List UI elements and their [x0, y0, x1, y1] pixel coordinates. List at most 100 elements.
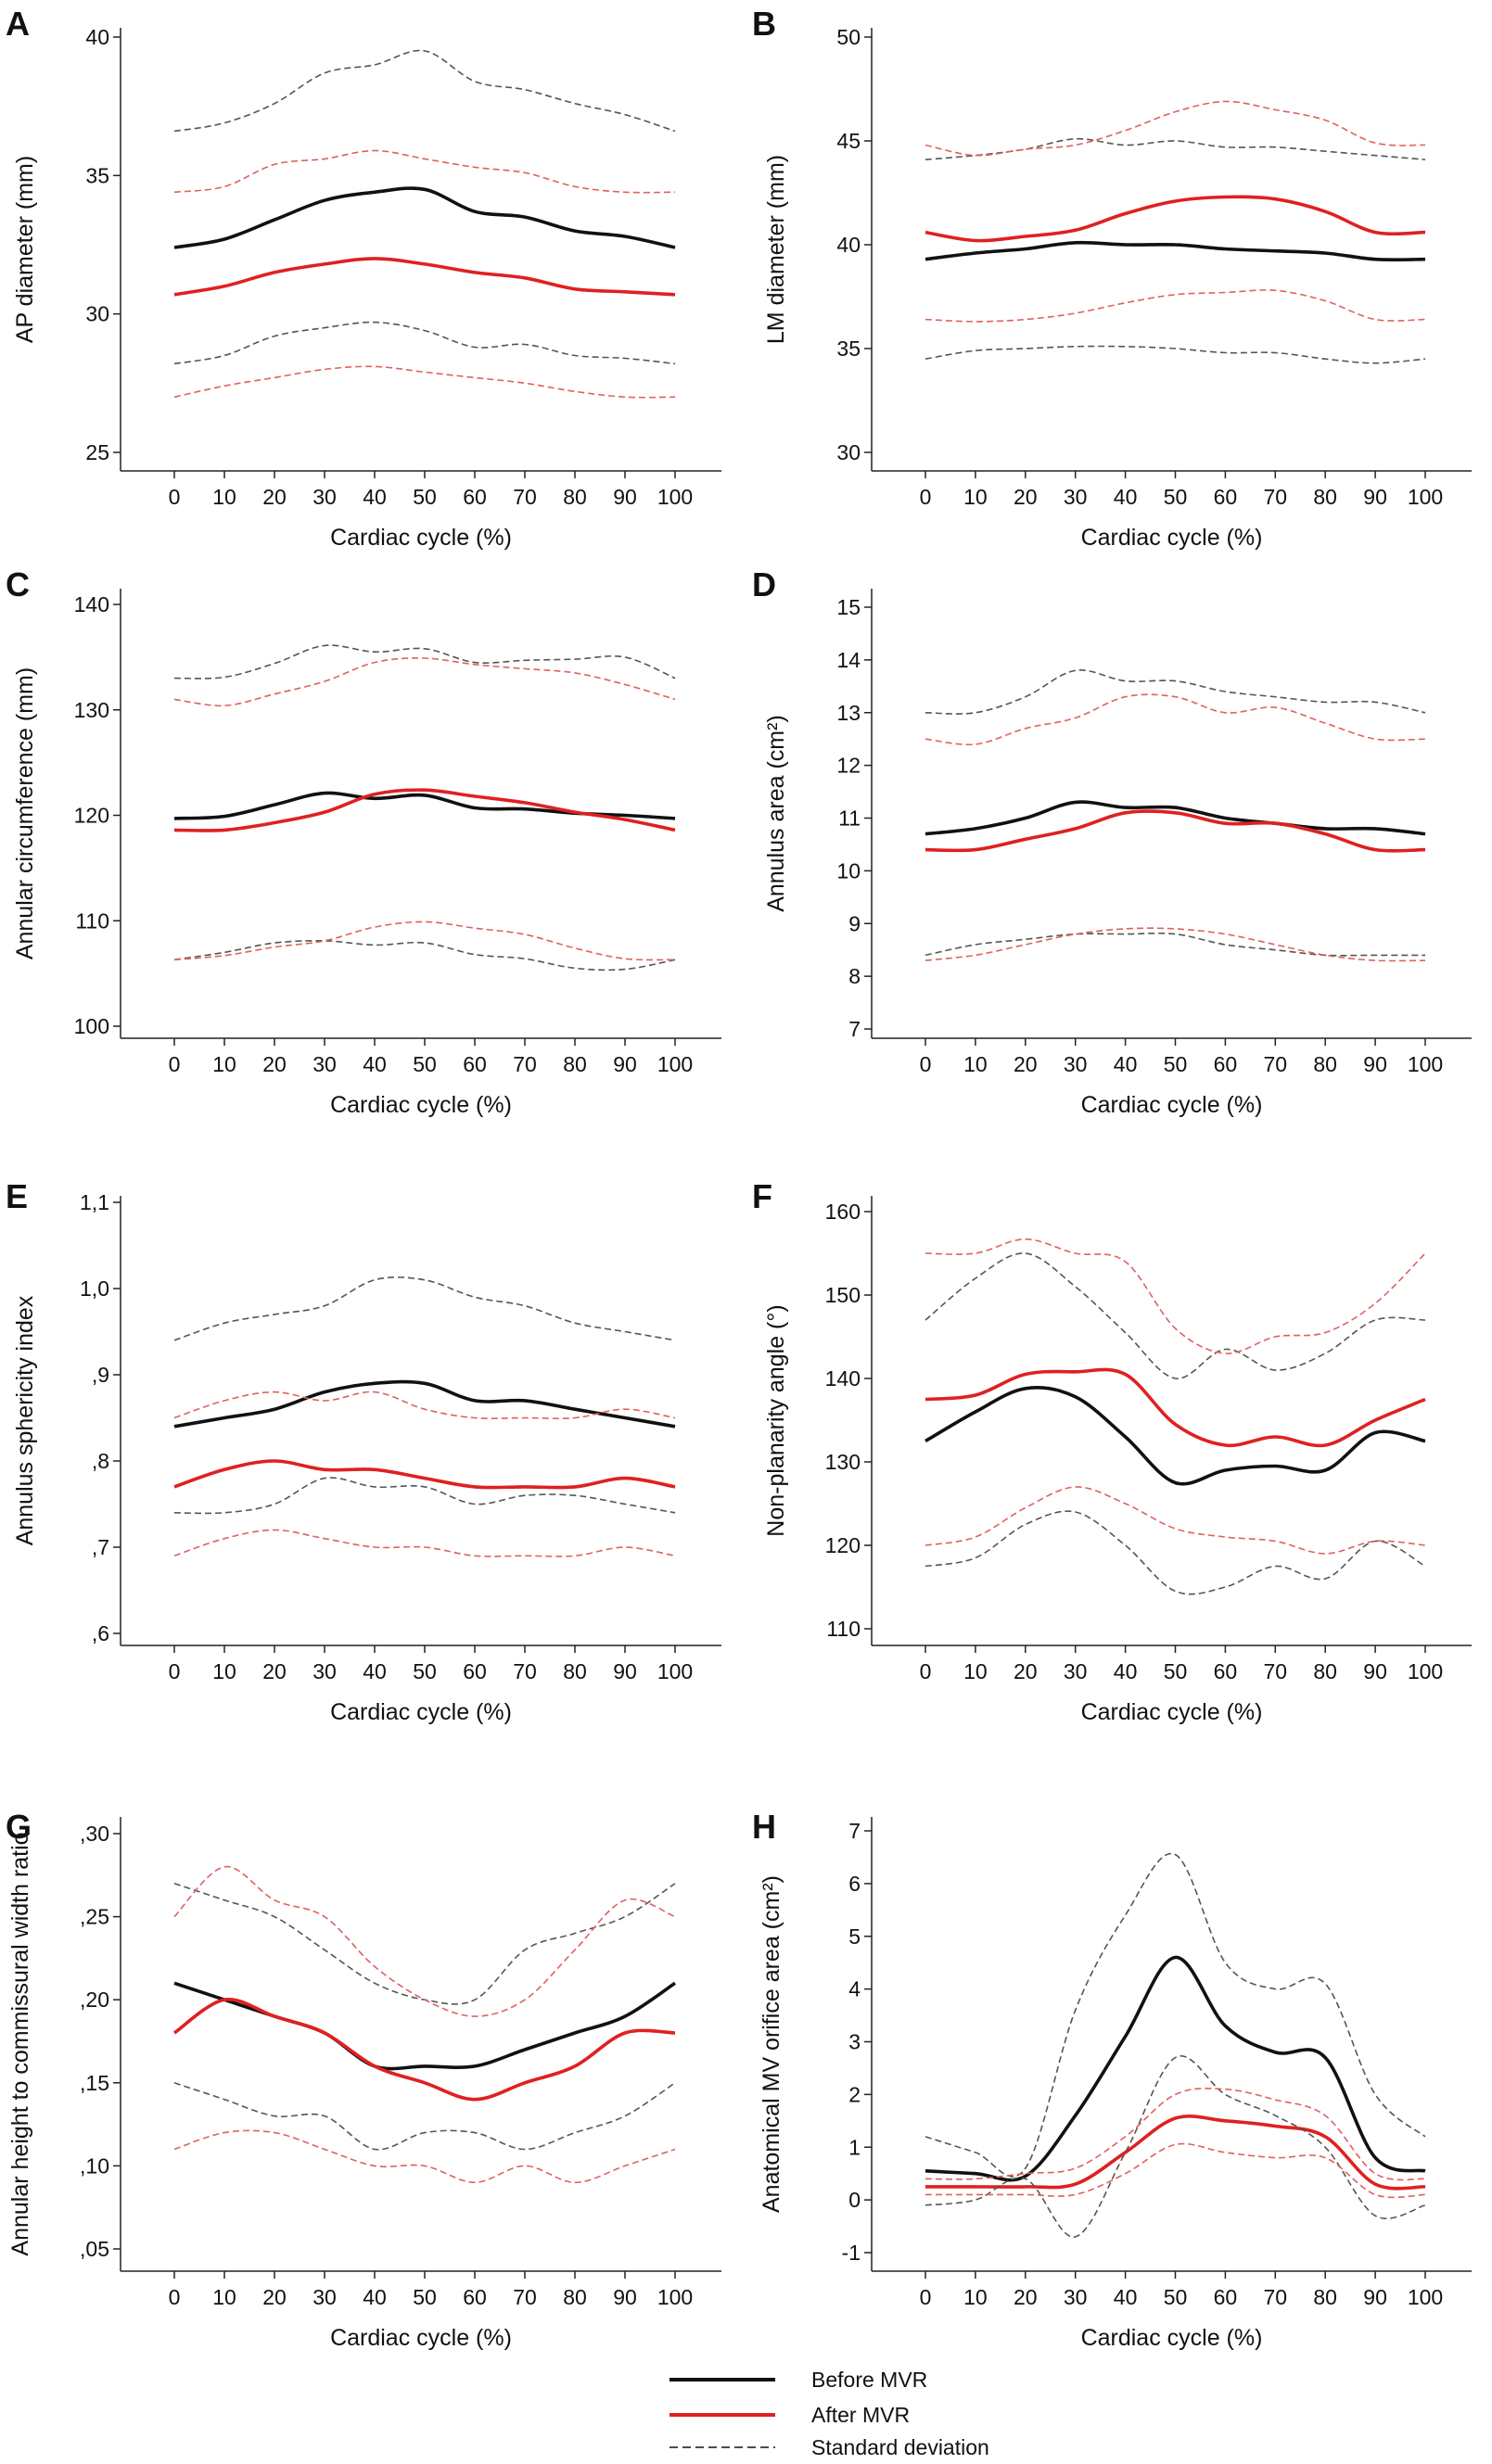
y-tick-label: ,30 — [80, 1822, 109, 1846]
x-tick-label: 30 — [1064, 1052, 1088, 1076]
series-line-after-mvr-sd — [925, 693, 1426, 746]
series-line-after-mvr-sd — [173, 1529, 676, 1557]
y-tick-label: 2 — [848, 2082, 861, 2106]
x-tick-label: 0 — [169, 2285, 181, 2309]
y-tick-label: ,05 — [80, 2237, 109, 2261]
x-tick-label: 40 — [363, 1052, 387, 1076]
panel-d-letter: D — [752, 565, 776, 603]
series-line-before-mvr — [173, 1981, 676, 2071]
series-line-before-mvr — [173, 1379, 676, 1429]
x-tick-label: 0 — [920, 1052, 932, 1076]
x-tick-label: 50 — [1164, 485, 1188, 509]
x-tick-label: 60 — [1214, 2285, 1238, 2309]
y-tick-label: 45 — [836, 129, 861, 153]
x-tick-label: 10 — [963, 1052, 988, 1076]
x-tick-label: 80 — [1313, 1052, 1337, 1076]
y-tick-label: 4 — [848, 1977, 861, 2001]
series-line-before-mvr-sd — [925, 1852, 1426, 2178]
series-line-before-mvr-sd — [173, 939, 676, 972]
series-line-before-mvr — [925, 1386, 1426, 1486]
series-line-before-mvr-sd — [925, 137, 1426, 160]
x-tick-label: 60 — [463, 1659, 487, 1683]
y-tick-label: 5 — [848, 1924, 861, 1949]
x-tick-label: 0 — [920, 2285, 932, 2309]
series-line-after-mvr-sd — [173, 1391, 676, 1419]
x-tick-label: 60 — [1214, 1052, 1238, 1076]
y-tick-label: 120 — [74, 804, 109, 828]
y-axis-label: Annulus area (cm²) — [763, 715, 789, 912]
x-tick-label: 80 — [1313, 485, 1337, 509]
x-tick-label: 30 — [1064, 1659, 1088, 1683]
x-tick-label: 90 — [1363, 1659, 1387, 1683]
y-tick-label: ,7 — [92, 1535, 109, 1559]
x-tick-label: 50 — [413, 2285, 437, 2309]
panel-d: D 7 8 9 10 11 12 13 14 15 0 10 20 30 40 50 60 70 80 90 100 Ca… — [752, 565, 1472, 1118]
x-tick-label: 70 — [1264, 1052, 1288, 1076]
y-tick-label: ,9 — [92, 1363, 109, 1387]
series-line-before-mvr-sd — [925, 669, 1426, 715]
x-tick-label: 100 — [657, 1659, 693, 1683]
series-line-after-mvr-sd — [925, 1238, 1426, 1354]
x-tick-label: 0 — [920, 1659, 932, 1683]
x-tick-label: 20 — [262, 1052, 287, 1076]
y-tick-label: 13 — [836, 701, 861, 725]
x-tick-label: 80 — [563, 2285, 587, 2309]
series-line-after-mvr — [173, 1459, 676, 1490]
x-tick-label: 100 — [1408, 485, 1443, 509]
panel-e: E ,6 ,7 ,8 ,9 1,0 1,1 0 10 20 30 40 50 60 70 80 90 100 Car… — [6, 1177, 721, 1725]
panel-a-letter: A — [6, 5, 30, 43]
panel-f: F 110 120 130 140 150 160 0 10 20 30 40 50 60 70 80 90 10… — [752, 1177, 1472, 1725]
y-tick-label: -1 — [842, 2241, 861, 2265]
y-tick-label: 100 — [74, 1014, 109, 1038]
panel-b: B 30 35 40 45 50 0 10 20 30 40 50 60 70 80 90 100 Cardiac… — [752, 5, 1472, 551]
panel-f-letter: F — [752, 1177, 772, 1215]
series-line-before-mvr — [925, 1955, 1426, 2182]
y-tick-label: 30 — [85, 302, 109, 326]
series-line-after-mvr-sd — [925, 927, 1426, 962]
y-tick-label: 15 — [836, 595, 861, 619]
series-line-before-mvr-sd — [925, 932, 1425, 957]
y-tick-label: ,15 — [80, 2071, 109, 2095]
x-tick-label: 100 — [1408, 2285, 1443, 2309]
x-tick-label: 90 — [613, 1659, 637, 1683]
x-tick-label: 40 — [1114, 2285, 1138, 2309]
y-tick-label: 11 — [838, 807, 861, 831]
x-tick-label: 30 — [312, 2285, 337, 2309]
x-tick-label: 30 — [1064, 485, 1088, 509]
y-tick-label: 120 — [825, 1533, 861, 1557]
y-tick-label: 12 — [836, 754, 861, 778]
x-tick-label: 20 — [1014, 485, 1038, 509]
x-tick-label: 20 — [262, 1659, 287, 1683]
series-line-after-mvr-sd — [925, 1486, 1426, 1555]
series-line-after-mvr-sd — [925, 2087, 1426, 2181]
y-tick-label: 1,0 — [80, 1276, 109, 1301]
x-tick-label: 30 — [1064, 2285, 1088, 2309]
x-tick-label: 20 — [1014, 2285, 1038, 2309]
y-axis-label: Annulus sphericity index — [12, 1295, 38, 1545]
x-tick-label: 0 — [169, 485, 181, 509]
series-line-after-mvr-sd — [925, 2142, 1426, 2199]
x-tick-label: 100 — [1408, 1052, 1443, 1076]
y-tick-label: 140 — [74, 592, 109, 616]
x-tick-label: 90 — [613, 485, 637, 509]
x-tick-label: 80 — [563, 485, 587, 509]
series-line-after-mvr-sd — [925, 100, 1426, 157]
y-tick-label: 35 — [836, 337, 861, 361]
x-tick-label: 0 — [169, 1659, 181, 1683]
y-tick-label: 0 — [848, 2188, 861, 2212]
series-line-before-mvr-sd — [173, 321, 676, 365]
x-axis-label: Cardiac cycle (%) — [330, 2325, 512, 2351]
y-tick-label: 1,1 — [80, 1190, 109, 1214]
x-tick-label: 80 — [1313, 2285, 1337, 2309]
series-line-after-mvr-sd — [173, 2129, 676, 2184]
series-line-before-mvr-sd — [173, 1276, 676, 1341]
x-axis-label: Cardiac cycle (%) — [330, 525, 512, 551]
x-axis-label: Cardiac cycle (%) — [1081, 1092, 1263, 1118]
y-tick-label: 130 — [74, 698, 109, 722]
panel-c: C 100 110 120 130 140 0 10 20 30 40 50 60 70 80 90 100 Ca… — [6, 565, 721, 1118]
x-tick-label: 60 — [463, 2285, 487, 2309]
series-line-after-mvr-sd — [173, 1865, 676, 2017]
x-axis-label: Cardiac cycle (%) — [330, 1092, 512, 1118]
x-axis-label: Cardiac cycle (%) — [1081, 1699, 1263, 1725]
panel-h-letter: H — [752, 1808, 776, 1846]
